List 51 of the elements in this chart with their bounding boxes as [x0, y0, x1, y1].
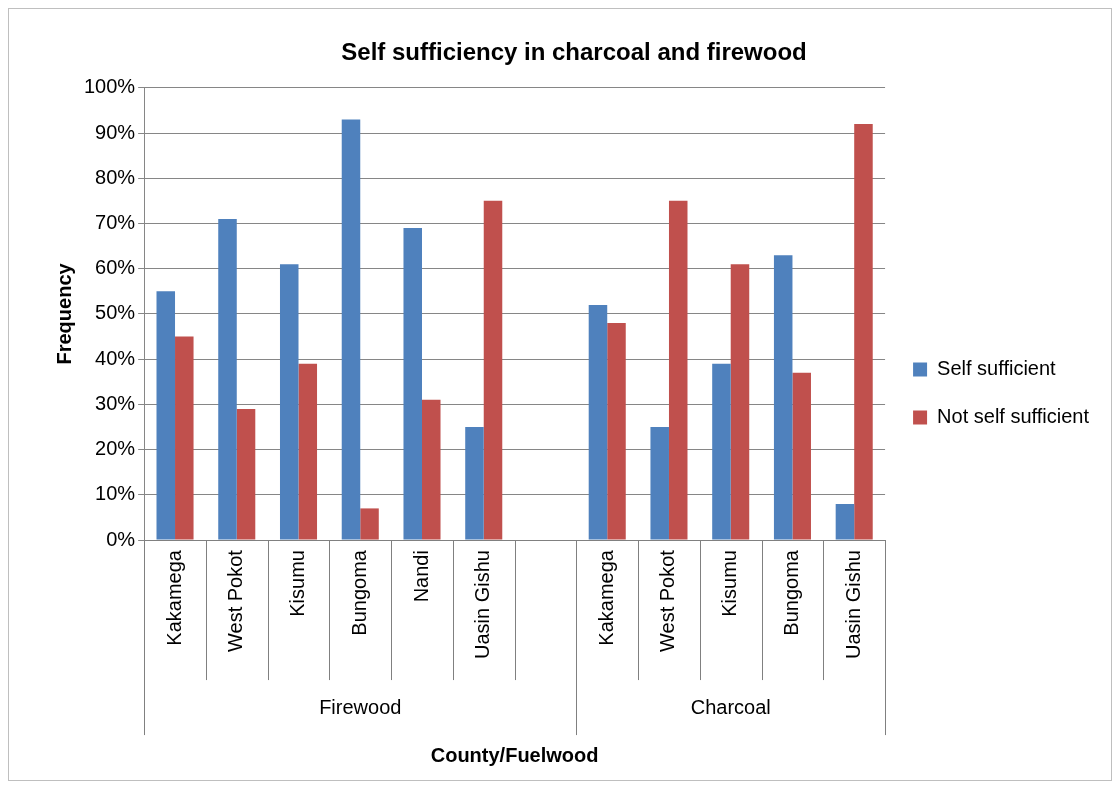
bar: [835, 503, 855, 540]
bar: [236, 408, 256, 540]
y-axis-title: Frequency: [52, 262, 75, 365]
bar: [422, 399, 441, 540]
x-tick-label: Bungoma: [347, 549, 370, 636]
y-tick-label: 100%: [84, 75, 136, 98]
x-tick-label: Kisumu: [286, 550, 309, 617]
bar: [218, 218, 237, 540]
legend-label: Self sufficient: [937, 357, 1057, 380]
bar: [588, 304, 608, 540]
bar: [712, 363, 731, 540]
y-tick-label: 60%: [95, 256, 136, 279]
y-tick-label: 30%: [95, 391, 136, 414]
bar: [156, 291, 176, 540]
legend-label: Not self sufficient: [937, 405, 1090, 428]
y-tick-label: 20%: [95, 437, 136, 460]
x-tick-label: Bungoma: [779, 549, 802, 636]
bar: [360, 508, 379, 540]
bar: [650, 427, 669, 540]
x-tick-label: Kakamega: [162, 549, 185, 646]
bar: [341, 119, 361, 540]
y-tick-label: 10%: [95, 482, 136, 505]
bar: [298, 363, 318, 540]
x-tick-label: Kisumu: [718, 550, 741, 617]
bar: [792, 372, 811, 540]
bar: [175, 336, 194, 540]
x-tick-label: Uasin Gishu: [471, 550, 494, 659]
bar: [403, 228, 422, 540]
x-tick-label: West Pokot: [656, 549, 679, 652]
y-tick-label: 40%: [95, 346, 136, 369]
bar: [773, 255, 793, 540]
y-tick-label: 50%: [95, 301, 136, 324]
text: Firewood: [319, 695, 402, 718]
bar: [730, 264, 750, 540]
x-axis-title: County/Fuelwood: [430, 743, 599, 766]
bar: [854, 123, 873, 540]
bar: [668, 200, 688, 540]
y-tick-label: 70%: [95, 210, 136, 233]
text: Charcoal: [690, 695, 771, 718]
bar: [483, 200, 503, 540]
x-tick-label: Uasin Gishu: [841, 550, 864, 659]
y-tick-label: 80%: [95, 165, 136, 188]
x-tick-label: West Pokot: [224, 549, 247, 652]
bar: [279, 264, 299, 540]
x-tick-label: Nandi: [409, 550, 432, 603]
bar: [607, 322, 626, 540]
y-tick-label: 90%: [95, 120, 136, 143]
y-tick-label: 0%: [106, 527, 136, 550]
chart-title: Self sufficiency in charcoal and firewood: [341, 38, 807, 66]
x-tick-label: Kakamega: [594, 549, 617, 646]
bar: [465, 427, 484, 540]
